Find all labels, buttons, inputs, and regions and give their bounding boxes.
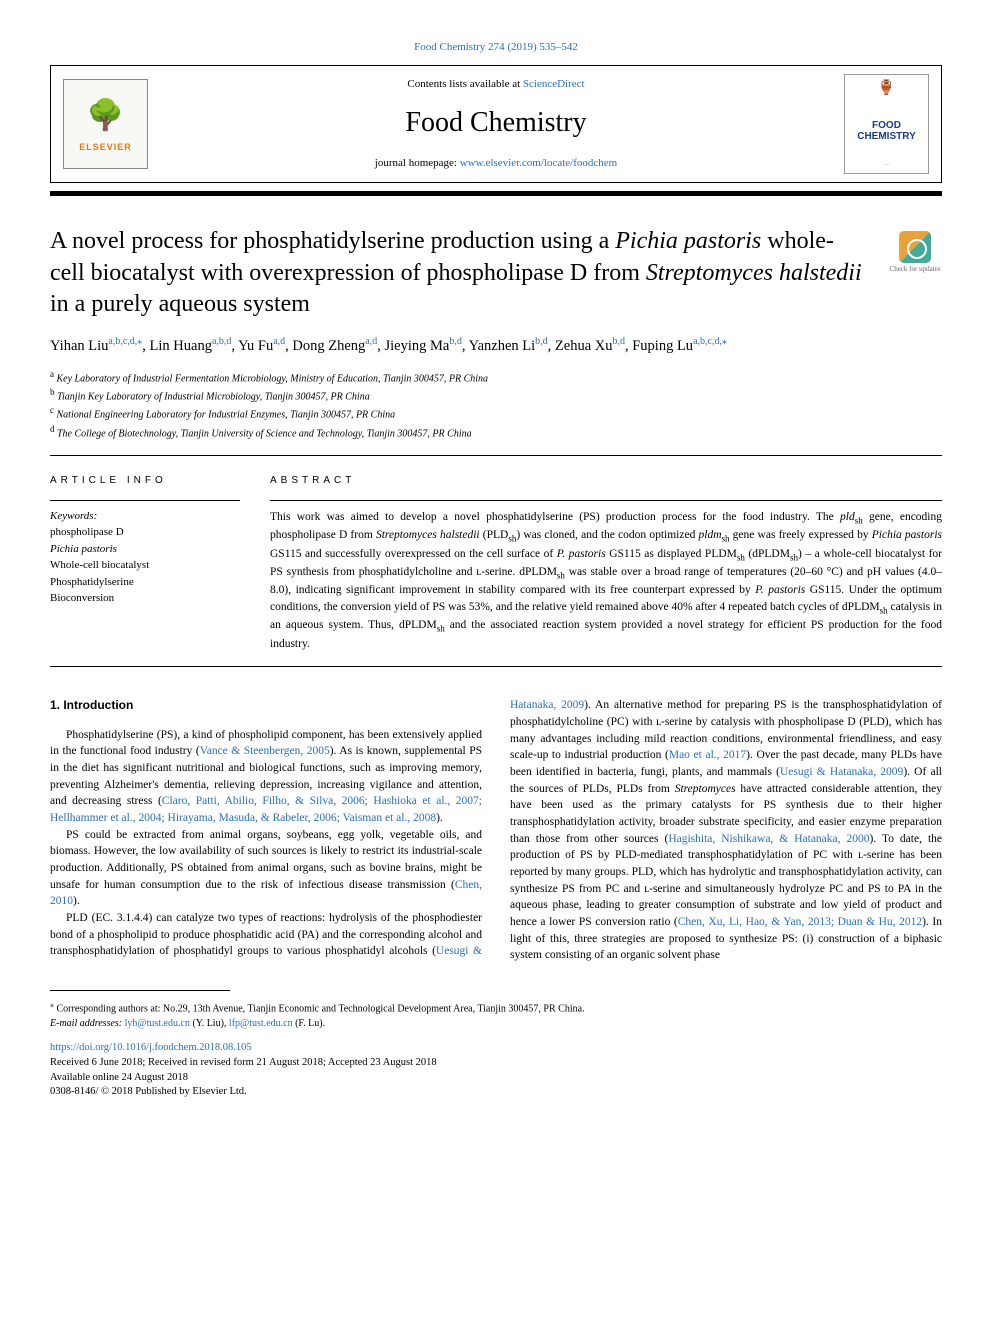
section-divider <box>50 666 942 667</box>
citation-link[interactable]: Uesugi & Hatanaka, 2009 <box>780 766 903 778</box>
author-affiliation-link[interactable]: b,d <box>612 336 625 347</box>
journal-cover-logo[interactable]: 🏺 FOOD CHEMISTRY — <box>844 74 929 174</box>
body-paragraph: PS could be extracted from animal organs… <box>50 827 482 910</box>
citation-link[interactable]: Hagishita, Nishikawa, & Hatanaka, 2000 <box>668 833 869 845</box>
keyword-item: Phosphatidylserine <box>50 574 240 591</box>
header-journal-link[interactable]: Food Chemistry <box>414 41 485 53</box>
elsevier-tree-icon: 🌳 <box>87 95 124 137</box>
contents-available: Contents lists available at ScienceDirec… <box>148 77 844 92</box>
author-name: Yu Fu <box>238 338 273 354</box>
pub-info-line: Available online 24 August 2018 <box>50 1071 942 1086</box>
pub-info-line: 0308-8146/ © 2018 Published by Elsevier … <box>50 1085 942 1100</box>
info-divider <box>50 500 240 501</box>
article-info-heading: ARTICLE INFO <box>50 474 240 488</box>
journal-header-box: 🌳 ELSEVIER Contents lists available at S… <box>50 65 942 183</box>
author-name: Dong Zheng <box>292 338 365 354</box>
keyword-item: Bioconversion <box>50 590 240 607</box>
citation-link[interactable]: Mao et al., 2017 <box>669 749 746 761</box>
affiliations-list: a Key Laboratory of Industrial Fermentat… <box>50 368 942 441</box>
journal-cover-icon: 🏺 <box>878 79 895 99</box>
abstract-heading: ABSTRACT <box>270 474 942 488</box>
body-paragraph: Phosphatidylserine (PS), a kind of phosp… <box>50 727 482 827</box>
header-citation: Food Chemistry 274 (2019) 535–542 <box>50 40 942 55</box>
journal-name: Food Chemistry <box>148 103 844 142</box>
author-name: Fuping Lu <box>632 338 693 354</box>
journal-homepage-link[interactable]: www.elsevier.com/locate/foodchem <box>460 157 618 169</box>
article-body: 1. Introduction Phosphatidylserine (PS),… <box>50 697 942 964</box>
pub-info-line: Received 6 June 2018; Received in revise… <box>50 1056 942 1071</box>
journal-homepage: journal homepage: www.elsevier.com/locat… <box>148 156 844 171</box>
author-name: Lin Huang <box>150 338 212 354</box>
email-link[interactable]: lyh@tust.edu.cn <box>125 1018 190 1029</box>
intro-heading: 1. Introduction <box>50 697 482 714</box>
author-affiliation-link[interactable]: b,d <box>535 336 548 347</box>
footnote-divider <box>50 990 230 991</box>
author-affiliation-link[interactable]: b,d <box>449 336 462 347</box>
keywords-list: phospholipase DPichia pastorisWhole-cell… <box>50 524 240 607</box>
keywords-label: Keywords: <box>50 509 240 524</box>
footnotes: ⁎ Corresponding authors at: No.29, 13th … <box>50 999 942 1031</box>
author-name: Yihan Liu <box>50 338 108 354</box>
author-affiliation-link[interactable]: a,d <box>365 336 377 347</box>
header-divider <box>50 191 942 196</box>
article-title: A novel process for phosphatidylserine p… <box>50 226 868 320</box>
keyword-item: Whole-cell biocatalyst <box>50 557 240 574</box>
abstract-divider <box>270 500 942 501</box>
citation-link[interactable]: Vance & Steenbergen, 2005 <box>200 745 330 757</box>
citation-link[interactable]: Chen, Xu, Li, Hao, & Yan, 2013; Duan & H… <box>678 916 922 928</box>
author-affiliation-link[interactable]: a,b,c,d, <box>108 336 137 347</box>
email-link[interactable]: lfp@tust.edu.cn <box>229 1018 293 1029</box>
authors-list: Yihan Liua,b,c,d,⁎, Lin Huanga,b,d, Yu F… <box>50 334 942 358</box>
crossmark-icon <box>899 231 931 263</box>
keyword-item: phospholipase D <box>50 524 240 541</box>
author-affiliation-link[interactable]: a,d <box>273 336 285 347</box>
author-name: Jieying Ma <box>385 338 450 354</box>
author-name: Zehua Xu <box>555 338 613 354</box>
doi-link[interactable]: https://doi.org/10.1016/j.foodchem.2018.… <box>50 1041 942 1056</box>
elsevier-logo[interactable]: 🌳 ELSEVIER <box>63 79 148 169</box>
check-updates-button[interactable]: Check for updates <box>888 226 942 280</box>
keyword-item: Pichia pastoris <box>50 541 240 558</box>
sciencedirect-link[interactable]: ScienceDirect <box>523 78 585 90</box>
author-name: Yanzhen Li <box>469 338 536 354</box>
publication-info: Received 6 June 2018; Received in revise… <box>50 1056 942 1100</box>
author-affiliation-link[interactable]: a,b,c,d, <box>693 336 722 347</box>
author-affiliation-link[interactable]: a,b,d <box>212 336 231 347</box>
abstract-text: This work was aimed to develop a novel p… <box>270 509 942 652</box>
